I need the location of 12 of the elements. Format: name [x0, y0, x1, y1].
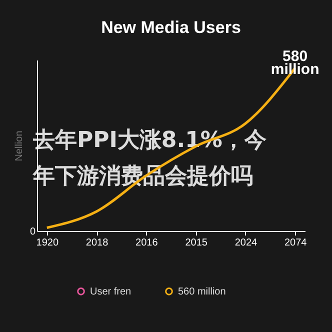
- x-tick-label: 2015: [185, 238, 208, 248]
- chart-title: New Media Users: [101, 18, 241, 38]
- annotation: 580 million: [270, 48, 320, 78]
- x-tick-label: 2074: [284, 238, 308, 248]
- x-tick-label: 2018: [86, 238, 109, 248]
- text: 0: [30, 226, 36, 238]
- x-tick-label: 2024: [234, 238, 258, 248]
- y-axis-title: Nellion: [14, 130, 25, 162]
- legend-label: User fren: [90, 286, 132, 298]
- x-tick-label: 1920: [36, 238, 59, 248]
- legend-label: 560 million: [178, 286, 226, 298]
- x-tick-label: 2016: [136, 238, 158, 248]
